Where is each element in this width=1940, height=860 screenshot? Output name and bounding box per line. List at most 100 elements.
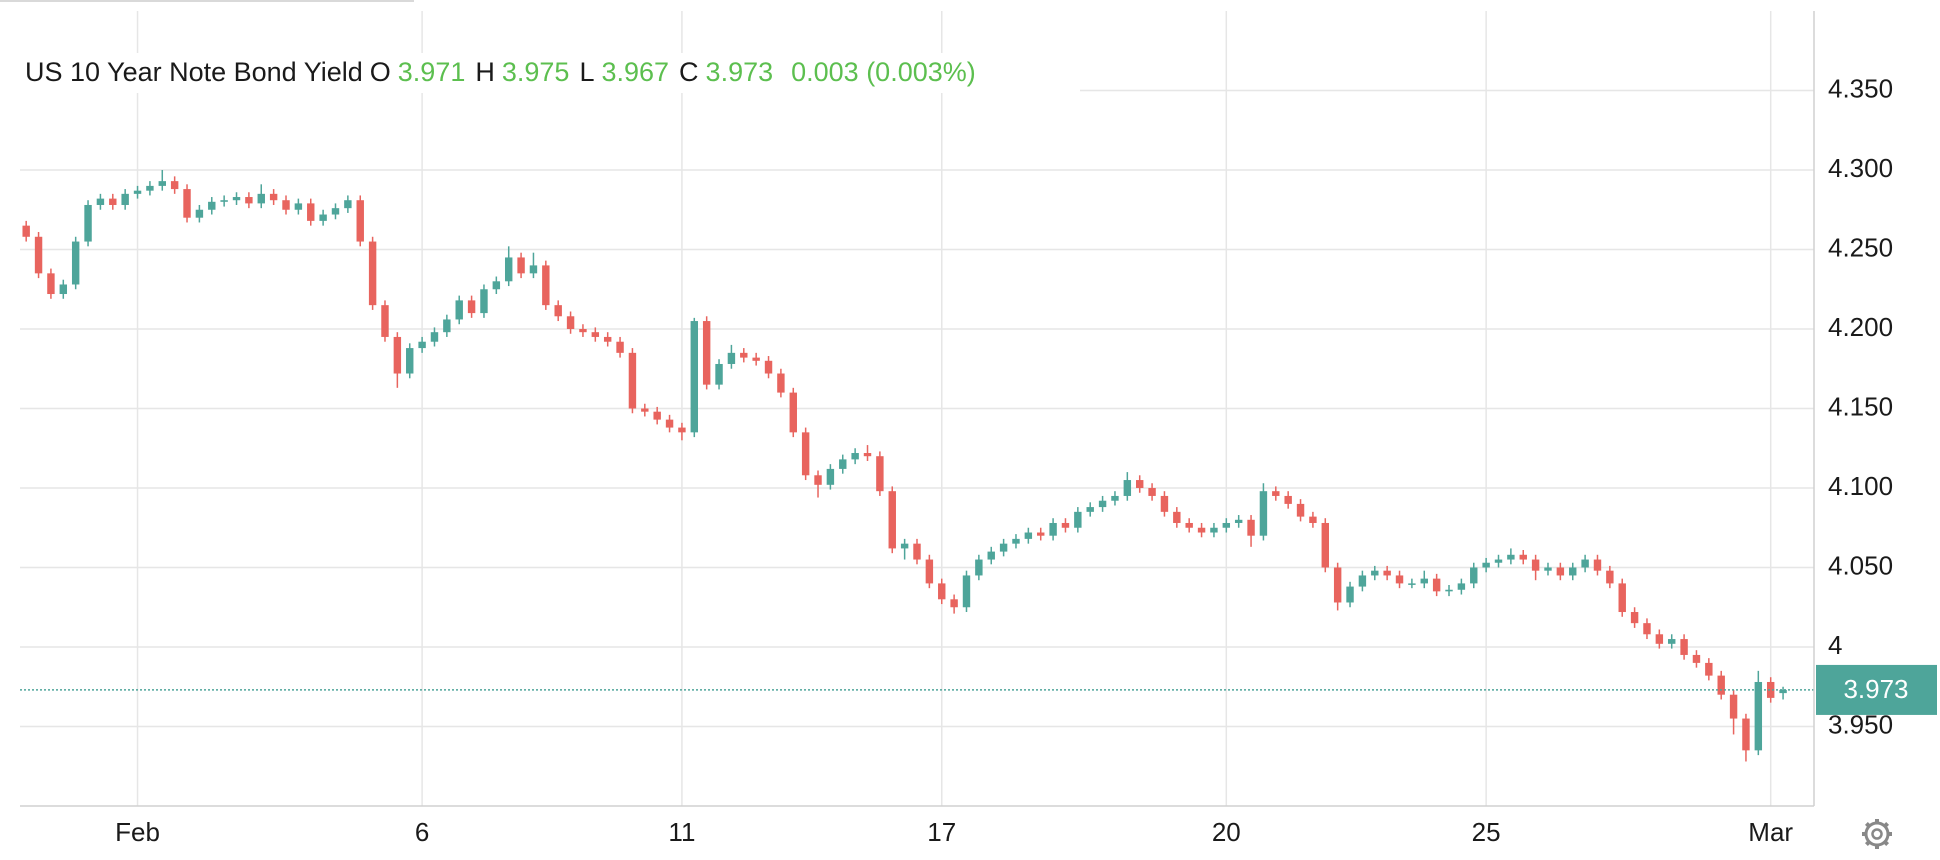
x-tick-label: 6 (415, 817, 429, 847)
candle-body (1024, 532, 1033, 539)
candle-body (220, 200, 228, 202)
candle-body (641, 408, 649, 412)
y-tick-label: 4.150 (1828, 391, 1893, 421)
candle-body (1234, 519, 1243, 523)
candle-body (888, 491, 896, 549)
candle-body (22, 225, 30, 237)
y-tick-label: 4.050 (1828, 550, 1893, 580)
candle-body (467, 300, 476, 314)
candle-body (1061, 522, 1070, 528)
candle-body (146, 185, 154, 191)
x-tick-label: 25 (1472, 817, 1501, 847)
candle-body (1074, 511, 1082, 528)
x-tick-label: 20 (1212, 817, 1241, 847)
candle-body (529, 265, 538, 274)
candle-body (1086, 507, 1094, 512)
candle-body (1346, 586, 1354, 603)
candle-body (1742, 718, 1750, 751)
candle-body (1012, 538, 1020, 544)
candles (20, 170, 1814, 762)
candle-body (1284, 495, 1292, 504)
x-tick-label: Mar (1748, 817, 1793, 847)
candle-body (938, 583, 946, 600)
candle-body (1630, 612, 1639, 624)
grid (20, 11, 1814, 806)
header: US 10 Year Note Bond Yield O 3.971 H 3.975 L 3… (20, 53, 1080, 93)
candle-body (1383, 570, 1391, 576)
candle-body (1729, 694, 1738, 719)
candle-body (1482, 562, 1490, 568)
candle-body (183, 189, 191, 218)
y-tick-label: 4.350 (1828, 73, 1893, 103)
candle-body (1395, 575, 1404, 584)
candle-body (492, 281, 501, 290)
candle-body (1692, 654, 1701, 663)
candle-body (1148, 488, 1156, 496)
candle-body (1531, 559, 1540, 571)
candle-body (71, 241, 80, 285)
candle-body (195, 209, 204, 218)
y-tick-label: 4.250 (1828, 232, 1893, 262)
y-tick-label: 4.300 (1828, 153, 1893, 183)
candle-body (1309, 516, 1317, 523)
x-tick-label: 11 (668, 817, 695, 847)
open-value: 3.971 (398, 57, 466, 87)
candle-body (1766, 681, 1775, 698)
candle-body (1185, 522, 1193, 528)
candle-body (727, 352, 736, 364)
candle-body (740, 352, 748, 358)
candle-body (208, 201, 216, 210)
candle-body (517, 257, 525, 274)
candle-body (1519, 554, 1527, 560)
candle-body (1358, 575, 1367, 587)
candle-body (356, 200, 364, 242)
candle-body (269, 193, 278, 201)
candle-body (406, 348, 414, 374)
candle-body (839, 459, 847, 469)
candle-body (1222, 522, 1231, 528)
candle-body (1111, 495, 1119, 501)
candle-body (34, 236, 43, 274)
candle-body (368, 241, 377, 306)
candle-body (1569, 567, 1577, 576)
candle-body (121, 193, 129, 205)
candle-body (542, 265, 550, 306)
ohlc-label: L (579, 57, 594, 87)
y-tick-label: 4.200 (1828, 312, 1893, 342)
candle-body (591, 332, 600, 337)
candle-body (900, 543, 909, 549)
settings-button[interactable] (1862, 819, 1892, 849)
low-value: 3.967 (601, 57, 669, 87)
candle-body (1420, 578, 1428, 584)
candle-body (764, 360, 773, 374)
candle-body (1160, 495, 1169, 512)
settings-gear-teeth[interactable] (1862, 819, 1892, 849)
candle-body (863, 453, 872, 457)
candle-body (554, 305, 562, 317)
candle-body (504, 257, 513, 282)
candle-body (1544, 567, 1552, 571)
candle-body (1247, 519, 1255, 536)
candle-body (1037, 532, 1045, 536)
candle-body (455, 300, 463, 320)
candle-body (1507, 554, 1515, 560)
candle-body (1272, 491, 1280, 496)
settings-gear-hub[interactable] (1871, 828, 1883, 840)
axes: 3.95044.0504.1004.1504.2004.2504.3004.35… (20, 11, 1937, 847)
candle-body (1123, 480, 1132, 496)
candle-body (1049, 522, 1057, 536)
candle-body (1457, 583, 1466, 590)
candle-body (1210, 527, 1218, 533)
candle-body (1618, 583, 1626, 613)
high-value: 3.975 (502, 57, 570, 87)
candle-body (158, 181, 166, 186)
candle-body (1606, 570, 1614, 584)
candle-body (1705, 662, 1713, 676)
candle-body (628, 352, 637, 409)
candle-body (715, 363, 723, 385)
candle-body (331, 208, 340, 215)
ohlc-label: H (475, 57, 495, 87)
candle-body (381, 305, 389, 337)
candle-body (653, 411, 661, 420)
last-price-label: 3.973 (1843, 674, 1908, 704)
